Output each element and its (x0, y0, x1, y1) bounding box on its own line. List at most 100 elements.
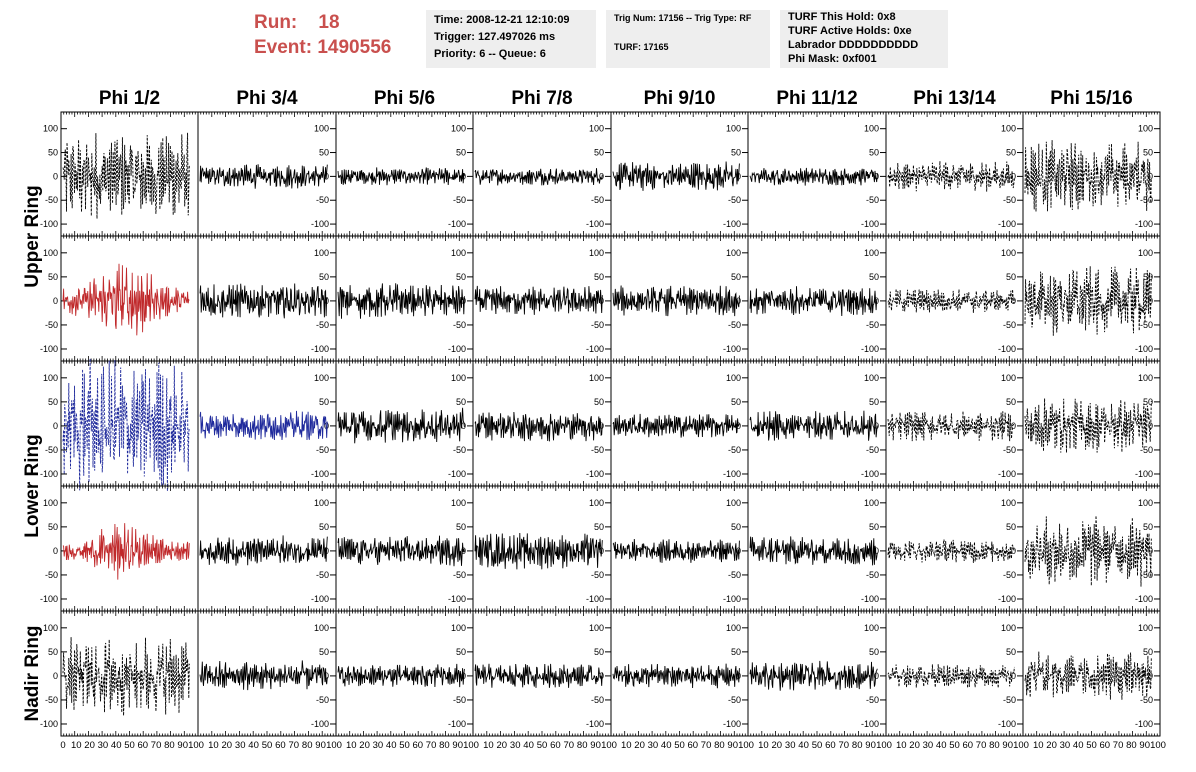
y-tick-label: 0 (1011, 546, 1016, 556)
y-tick-label: -100 (861, 594, 879, 604)
waveform-trace (612, 161, 740, 191)
y-tick-label: 50 (456, 647, 466, 657)
y-tick-label: 50 (1143, 522, 1153, 532)
turf-info-box: TURF This Hold: 0x8 TURF Active Holds: 0… (780, 10, 948, 68)
y-tick-label: 50 (731, 522, 741, 532)
y-tick-label: 50 (456, 522, 466, 532)
y-tick-label: 50 (731, 397, 741, 407)
waveform-trace (887, 664, 1015, 689)
x-tick-label: 100 (1013, 740, 1029, 751)
x-tick-label: 10 (208, 740, 219, 751)
x-tick-label: 50 (262, 740, 273, 751)
waveform-trace (474, 411, 603, 442)
y-tick-label: -50 (1003, 695, 1016, 705)
y-tick-label: -50 (453, 195, 466, 205)
event-time-box: Time: 2008-12-21 12:10:09 Trigger: 127.4… (426, 10, 596, 68)
waveform-trace (1024, 398, 1152, 453)
trigger-text: Trigger: 127.497026 ms (434, 31, 556, 43)
y-tick-label: -50 (866, 320, 879, 330)
x-tick-label: 100 (463, 740, 479, 751)
x-tick-label: 100 (601, 740, 617, 751)
y-tick-label: 100 (314, 124, 329, 134)
x-tick-label: 60 (275, 740, 286, 751)
y-tick-label: 50 (1143, 397, 1153, 407)
y-tick-label: 0 (736, 296, 741, 306)
y-tick-label: 0 (1148, 171, 1153, 181)
turf-hold-text: TURF This Hold: 0x8 (788, 11, 896, 23)
y-tick-label: 100 (451, 498, 466, 508)
waveform-trace (612, 413, 740, 438)
y-tick-label: 50 (869, 397, 879, 407)
y-tick-label: 50 (869, 522, 879, 532)
waveform-trace (749, 536, 878, 566)
y-tick-label: -100 (448, 344, 466, 354)
x-tick-label: 20 (84, 740, 95, 751)
y-tick-label: -50 (316, 195, 329, 205)
waveform-trace (337, 663, 465, 688)
x-tick-label: 10 (1033, 740, 1044, 751)
trig-num-text: Trig Num: 17156 -- Trig Type: RF (614, 13, 752, 23)
x-tick-label: 70 (426, 740, 437, 751)
x-tick-label: 80 (852, 740, 863, 751)
y-tick-label: 100 (589, 373, 604, 383)
column-title: Phi 3/4 (236, 88, 298, 109)
waveform-trace (199, 535, 328, 566)
y-tick-label: -100 (1135, 469, 1153, 479)
x-tick-label: 10 (346, 740, 357, 751)
time-text: Time: 2008-12-21 12:10:09 (434, 14, 570, 26)
y-tick-label: 0 (324, 671, 329, 681)
x-tick-label: 10 (621, 740, 632, 751)
y-tick-label: -100 (861, 219, 879, 229)
y-tick-label: -100 (311, 469, 329, 479)
y-tick-label: 100 (43, 623, 58, 633)
y-tick-label: 100 (864, 373, 879, 383)
y-tick-label: 100 (1001, 498, 1016, 508)
y-tick-label: 50 (869, 272, 879, 282)
x-tick-label: 40 (798, 740, 809, 751)
y-tick-label: 100 (1001, 623, 1016, 633)
y-tick-label: 50 (594, 272, 604, 282)
x-tick-label: 10 (483, 740, 494, 751)
run-event-header: Run: 18 Event: 1490556 (254, 10, 391, 60)
waveform-trace (1024, 515, 1152, 587)
y-tick-label: -100 (723, 719, 741, 729)
y-tick-label: -50 (45, 695, 58, 705)
y-tick-label: -100 (40, 219, 58, 229)
y-tick-label: 100 (726, 248, 741, 258)
y-tick-label: -100 (1135, 594, 1153, 604)
y-tick-label: -100 (723, 594, 741, 604)
y-tick-label: 100 (1138, 498, 1153, 508)
y-tick-label: -100 (723, 219, 741, 229)
waveform-trace (62, 523, 190, 580)
y-tick-label: 100 (451, 373, 466, 383)
column-title: Phi 9/10 (644, 88, 716, 109)
y-tick-label: 50 (869, 647, 879, 657)
y-tick-label: 100 (314, 623, 329, 633)
x-tick-label: 90 (452, 740, 463, 751)
y-tick-label: 100 (1138, 124, 1153, 134)
trigger-info-box: Trig Num: 17156 -- Trig Type: RF TURF: 1… (606, 10, 770, 68)
waveform-trace (337, 535, 465, 567)
y-tick-label: -50 (1003, 195, 1016, 205)
y-tick-label: -50 (1140, 570, 1153, 580)
y-tick-label: -50 (453, 445, 466, 455)
y-tick-label: 50 (456, 272, 466, 282)
x-tick-label: 90 (590, 740, 601, 751)
y-tick-label: -100 (1135, 719, 1153, 729)
x-tick-label: 90 (177, 740, 188, 751)
x-tick-label: 50 (124, 740, 135, 751)
y-tick-label: 50 (48, 148, 58, 158)
y-tick-label: -100 (586, 219, 604, 229)
y-tick-label: 100 (726, 498, 741, 508)
waveform-trace (474, 168, 603, 186)
y-tick-label: 50 (456, 397, 466, 407)
x-tick-label: 80 (164, 740, 175, 751)
y-tick-label: 100 (43, 124, 58, 134)
x-tick-label: 30 (98, 740, 109, 751)
y-tick-label: -50 (1140, 695, 1153, 705)
y-tick-label: -100 (998, 344, 1016, 354)
y-tick-label: 50 (1006, 148, 1016, 158)
x-tick-label: 20 (1046, 740, 1057, 751)
y-tick-label: 50 (319, 647, 329, 657)
y-tick-label: 100 (451, 623, 466, 633)
